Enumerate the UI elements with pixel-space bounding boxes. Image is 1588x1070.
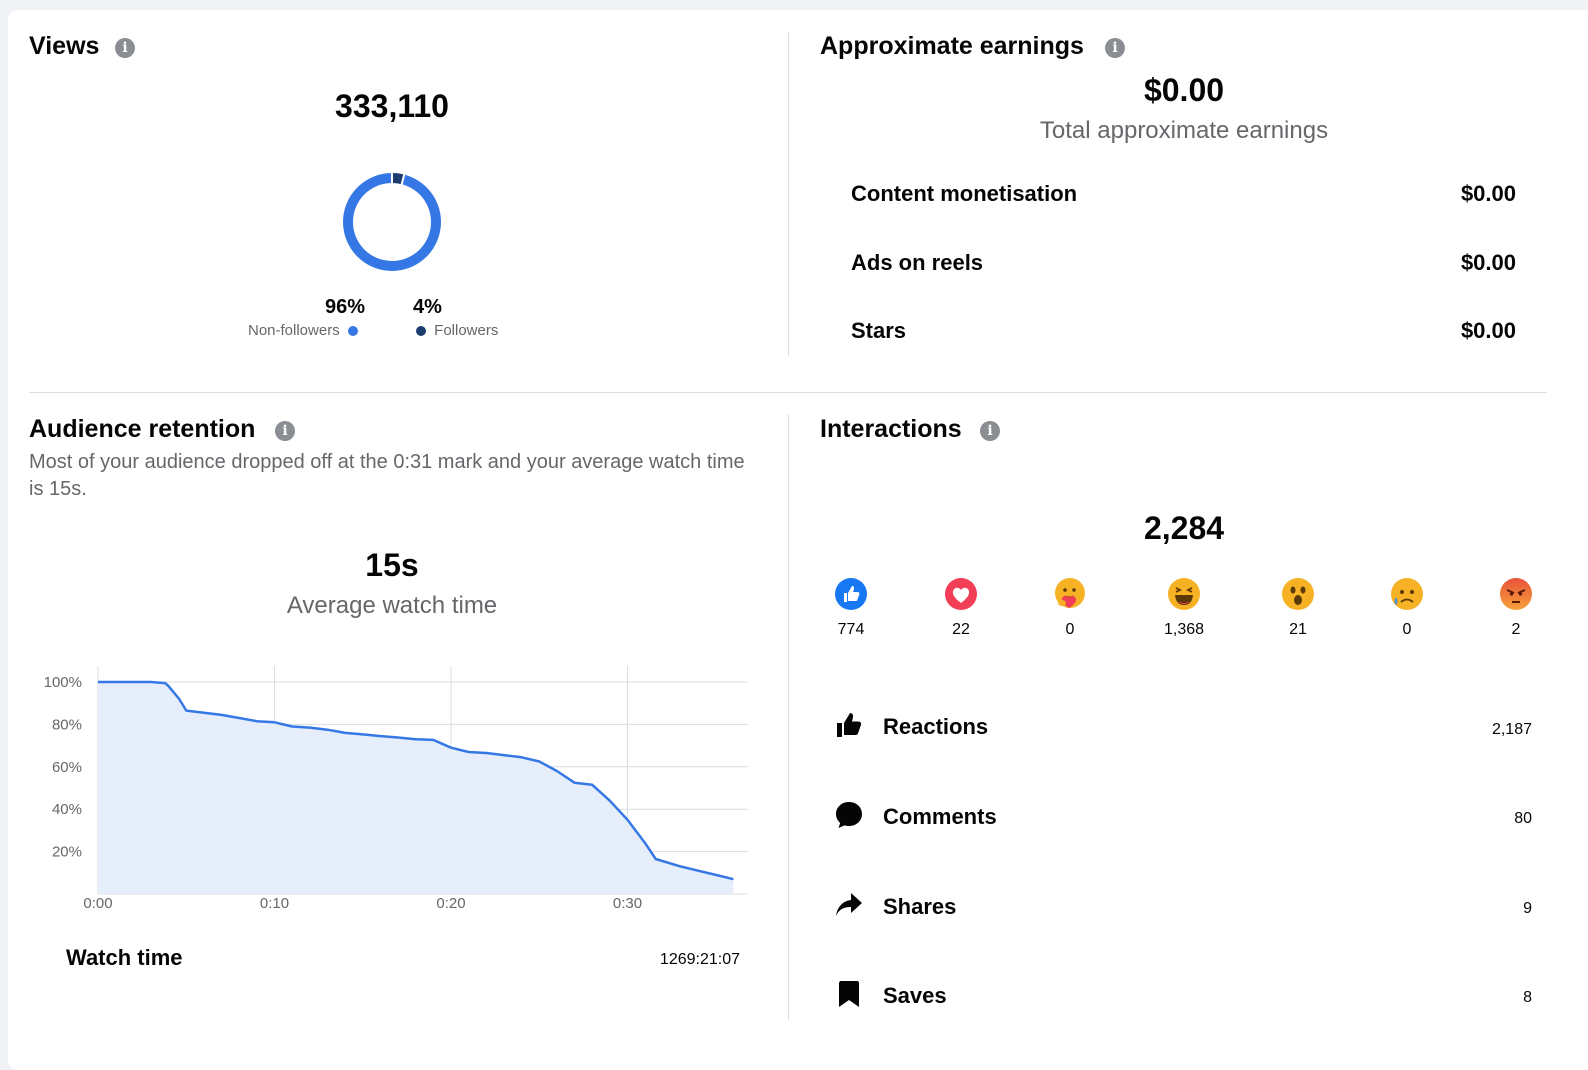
y-tick-label: 40% [52,801,82,818]
metric-label: Comments [883,804,997,829]
views-donut-chart [343,172,441,271]
metric-value: 80 [1514,810,1532,827]
reaction-count: 21 [1289,621,1307,638]
reaction-count: 0 [1402,621,1412,638]
earnings-row-label: Content monetisation [851,181,1078,206]
followers-dot-icon [416,326,426,337]
haha-reaction-icon [1168,578,1200,610]
non-followers-label: Non-followers [248,322,340,339]
avg-watch-time-label: Average watch time [286,592,498,619]
reaction-count: 774 [837,621,865,638]
earnings-total-label: Total approximate earnings [1039,117,1329,144]
followers-legend: Followers [416,322,498,339]
love-reaction-icon [945,578,977,610]
comment-icon [836,802,862,828]
care-reaction-icon [1055,578,1085,608]
followers-label: Followers [434,322,499,339]
donut-followers-arc [391,173,405,185]
retention-chart: 100% 80% 60% 40% 20% 0:00 0:10 0:20 0:30 [44,666,748,910]
reaction-count: 1,368 [1163,621,1205,638]
x-axis-labels: 0:00 0:10 0:20 0:30 [83,895,642,910]
section-horizontal-divider [29,392,1547,393]
views-info-icon[interactable]: i [115,38,135,58]
wow-reaction-icon [1282,578,1314,610]
sad-reaction-icon [1391,578,1423,610]
metric-value: 8 [1523,989,1532,1006]
y-tick-label: 80% [52,716,82,733]
earnings-row-label: Ads on reels [851,250,984,275]
retention-description: Most of your audience dropped off at the… [29,451,745,500]
non-followers-pct: 96% [325,296,366,318]
x-tick-label: 0:30 [613,895,642,910]
watch-time-label: Watch time [66,945,183,970]
interactions-info-icon[interactable]: i [980,421,1000,441]
interactions-title: Interactions [820,415,962,443]
non-followers-dot-icon [347,326,358,337]
thumbs-up-icon [837,713,862,737]
earnings-info-icon[interactable]: i [1105,38,1125,58]
interactions-total: 2,284 [1143,510,1225,546]
earnings-row-label: Stars [851,318,907,343]
earnings-row-value: $0.00 [1460,181,1516,206]
views-title: Views [29,32,100,60]
y-tick-label: 20% [52,844,82,861]
earnings-row-value: $0.00 [1460,250,1516,275]
retention-info-icon[interactable]: i [275,421,295,441]
angry-reaction-icon [1500,578,1532,610]
non-followers-legend: Non-followers [248,322,358,339]
donut-non-followers-arc [343,173,441,271]
metric-label: Shares [883,894,957,919]
y-tick-label: 60% [52,759,82,776]
metric-label: Reactions [883,714,989,739]
watch-time-value: 1269:21:07 [659,951,740,968]
metric-value: 9 [1523,900,1532,917]
earnings-row-value: $0.00 [1460,318,1516,343]
x-tick-label: 0:10 [260,895,289,910]
retention-title: Audience retention [29,415,256,443]
like-reaction-icon [835,578,867,610]
views-total: 333,110 [335,88,449,124]
avg-watch-time-value: 15s [365,547,419,583]
x-tick-label: 0:00 [83,895,112,910]
followers-pct: 4% [413,296,442,318]
bottom-vertical-divider [788,414,789,1020]
x-tick-label: 0:20 [436,895,465,910]
top-vertical-divider [788,32,789,356]
reaction-count: 2 [1511,621,1521,638]
earnings-title: Approximate earnings [820,32,1084,60]
donut-gap-right [400,173,406,186]
retention-area [98,682,734,894]
y-tick-label: 100% [44,674,82,691]
metric-label: Saves [883,983,947,1008]
y-axis-labels: 100% 80% 60% 40% 20% [44,674,82,861]
share-icon [836,893,862,916]
bookmark-icon [839,981,859,1007]
metric-value: 2,187 [1491,721,1532,738]
insights-card: Views i 333,110 96% Non-followers 4% Fol… [8,10,1588,1070]
reaction-count: 22 [952,621,970,638]
earnings-total: $0.00 [1143,72,1225,108]
retention-line [98,680,734,881]
reaction-count: 0 [1065,621,1075,638]
